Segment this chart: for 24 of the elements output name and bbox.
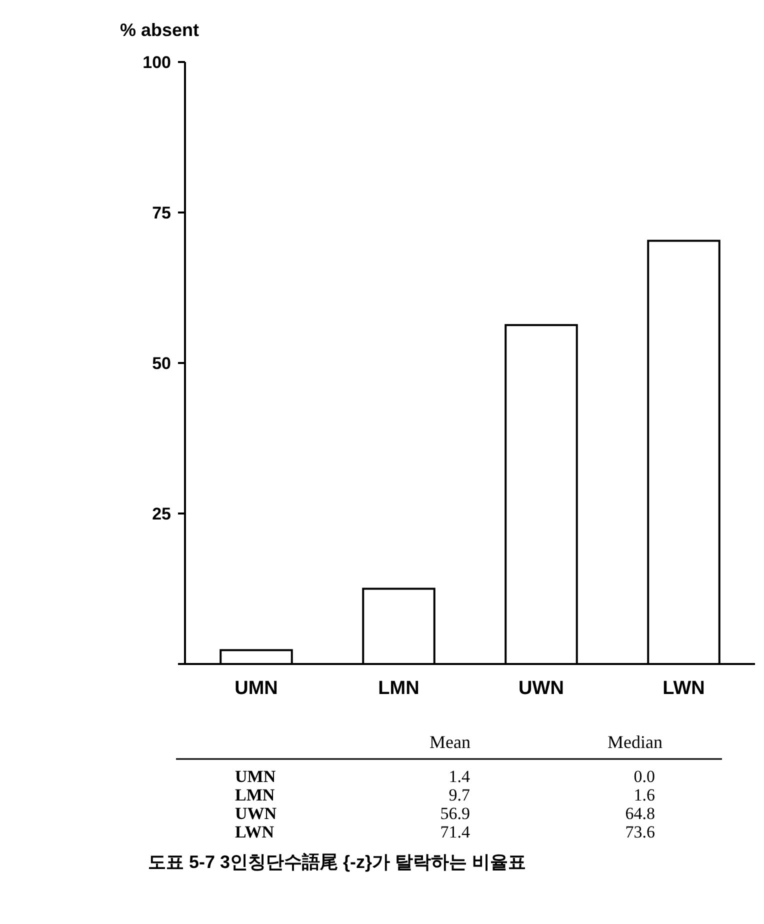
text: 도표 5-7 3인칭단수語尾 {-z}가 탈락하는 비율표: [148, 852, 526, 872]
data-label: 56.9: [440, 804, 470, 823]
data-label: 1.6: [634, 786, 655, 804]
data-label: 64.8: [625, 804, 655, 823]
text: Mean: [430, 732, 470, 752]
data-label: 73.6: [625, 822, 655, 842]
category-label: UMN: [235, 767, 276, 786]
y-axis-title: % absent: [120, 20, 200, 40]
data-label: 71.4: [440, 822, 470, 842]
category-label: UWN: [235, 804, 278, 823]
category-label: LMN: [235, 786, 276, 804]
y-tick-label: 75: [152, 203, 171, 222]
data-label: 0.0: [634, 767, 655, 786]
data-label: 1.4: [448, 767, 470, 786]
x-tick-label: UWN: [518, 678, 564, 699]
category-label: LWN: [235, 822, 275, 842]
y-tick-label: 50: [152, 354, 171, 373]
x-tick-label: UMN: [234, 678, 278, 699]
text: Median: [608, 732, 662, 752]
data-label: 9.7: [448, 786, 470, 804]
y-tick-label: 100: [142, 52, 171, 72]
y-tick-label: 25: [152, 504, 171, 524]
x-tick-label: LWN: [662, 678, 705, 699]
x-tick-label: LMN: [378, 678, 420, 699]
